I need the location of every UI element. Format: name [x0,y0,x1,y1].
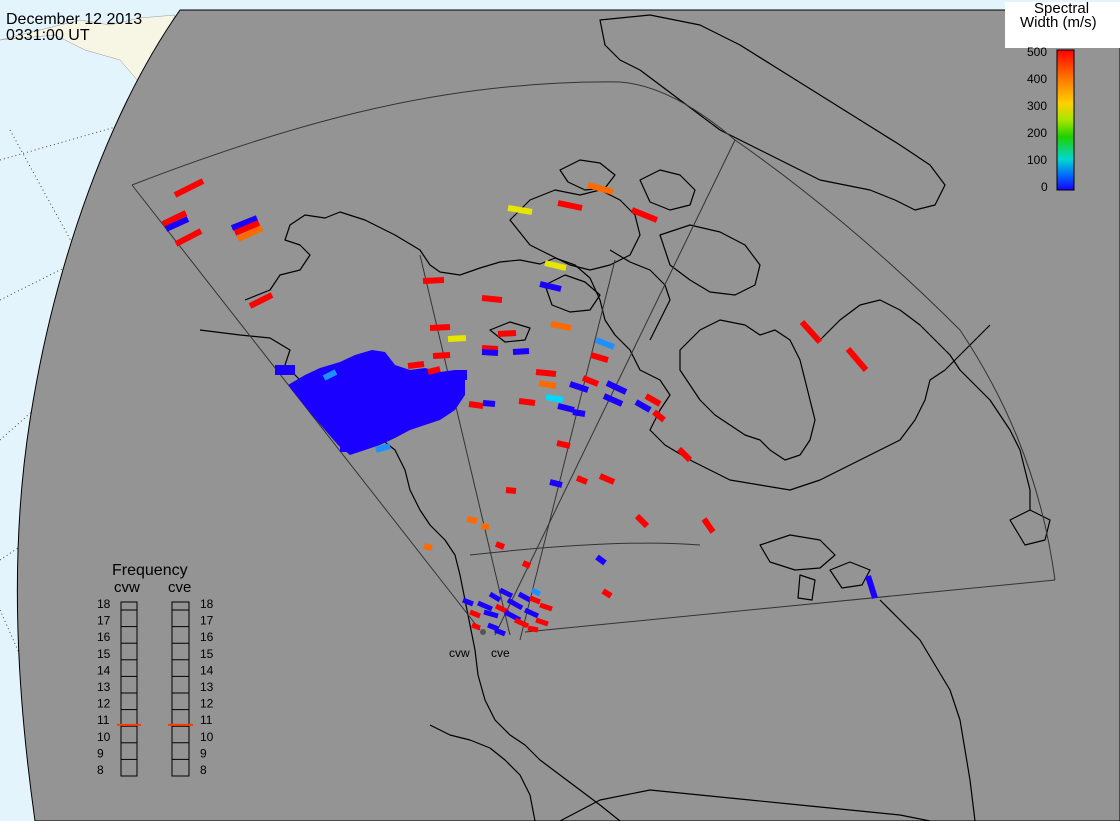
frequency-ladder: 18 18 17 17 16 16 15 15 14 14 13 13 12 12 11 11 10 10 9 9 8 8 [97,597,214,777]
frequency-level-right: 12 [200,697,214,711]
frequency-level-left: 8 [97,763,104,777]
frequency-level-left: 12 [97,697,111,711]
radar-site-marker [480,629,486,635]
radar-label-cve: cve [491,646,510,660]
frequency-header-cve: cve [168,579,191,596]
frequency-level-left: 18 [97,597,111,611]
frequency-level-left: 13 [97,680,111,694]
frequency-level-right: 15 [200,647,214,661]
frequency-level-left: 17 [97,614,111,628]
frequency-level-right: 13 [200,680,214,694]
frequency-level-right: 16 [200,630,214,644]
frequency-level-right: 10 [200,730,214,744]
header-date: December 12 2013 [6,11,142,28]
colorbar-title-line2: Width (m/s) [1020,14,1097,31]
colorbar-title-line1: Spectral [1034,0,1089,17]
map-disc [16,9,1120,821]
frequency-level-left: 16 [97,630,111,644]
frequency-level-right: 9 [200,746,207,760]
frequency-level-left: 9 [97,746,104,760]
frequency-title: Frequency [112,562,188,579]
frequency-level-left: 15 [97,647,111,661]
radar-fov-outlines [131,81,1056,641]
frequency-header-cvw: cvw [114,579,140,596]
colorbar-gradient [1056,49,1075,191]
colorbar-tick: 100 [1027,153,1047,167]
colorbar-tick: 200 [1027,126,1047,140]
frequency-level-left: 10 [97,730,111,744]
colorbar-tick: 300 [1027,99,1047,113]
frequency-level-right: 18 [200,597,214,611]
colorbar-tick: 500 [1027,45,1047,59]
frequency-level-left: 11 [97,713,110,727]
header-time: 0331:00 UT [6,27,90,44]
frequency-level-left: 14 [97,663,111,677]
colorbar-tick: 0 [1041,180,1048,194]
colorbar-legend: Spectral Width (m/s) 500 400 300 200 100… [1005,0,1120,194]
radar-label-cvw: cvw [449,646,470,660]
frequency-panel: Frequency cvw cve 18 18 17 17 16 16 15 15 14 14 13… [97,562,214,777]
frequency-level-right: 17 [200,614,214,628]
scatter-segments [161,178,878,599]
frequency-level-right: 11 [200,713,213,727]
near-radar-cluster [462,587,553,637]
colorbar-tick: 400 [1027,72,1047,86]
frequency-level-right: 8 [200,763,207,777]
frequency-level-right: 14 [200,663,214,677]
